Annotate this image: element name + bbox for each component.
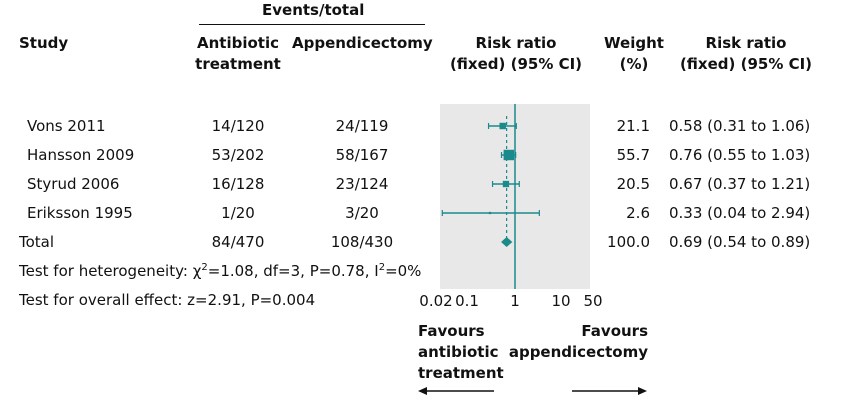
- total-weight: 100.0: [607, 233, 650, 251]
- weight-header-line2: (%): [619, 55, 649, 73]
- left-arrow-head: [418, 387, 427, 395]
- axis-tick-label: 10: [551, 292, 571, 310]
- risk-ratio-value: 0.76 (0.55 to 1.03): [669, 146, 811, 164]
- risk-ratio-value: 0.67 (0.37 to 1.21): [669, 175, 811, 193]
- risk-ratio-ci-header-line1: Risk ratio: [705, 34, 787, 52]
- total-appendicectomy-events: 108/430: [330, 233, 394, 251]
- weight-value: 2.6: [626, 204, 650, 222]
- favours-left-line2: antibiotic: [418, 343, 499, 361]
- study-name: Vons 2011: [27, 117, 106, 135]
- appendicectomy-events: 58/167: [335, 146, 389, 164]
- axis-tick-label: 1: [510, 292, 520, 310]
- total-risk-ratio: 0.69 (0.54 to 0.89): [669, 233, 811, 251]
- axis-tick-label: 0.02: [419, 292, 453, 310]
- study-name: Styrud 2006: [27, 175, 120, 193]
- antibiotic-events: 14/120: [211, 117, 265, 135]
- antibiotic-events: 53/202: [211, 146, 265, 164]
- risk-ratio-value: 0.33 (0.04 to 2.94): [669, 204, 811, 222]
- antibiotic-header-line2: treatment: [195, 55, 281, 73]
- risk-ratio-ci-header-line2: (fixed) (95% CI): [679, 55, 813, 73]
- appendicectomy-header: Appendicectomy: [292, 34, 433, 52]
- risk-ratio-plot-header-line1: Risk ratio: [475, 34, 557, 52]
- appendicectomy-events: 3/20: [345, 204, 379, 222]
- favours-left-line1: Favours: [418, 322, 485, 340]
- favours-right-line2: appendicectomy: [508, 343, 648, 361]
- point-estimate: [488, 211, 492, 215]
- study-header: Study: [19, 34, 69, 52]
- favours-left-line3: treatment: [418, 364, 504, 382]
- antibiotic-events: 16/128: [211, 175, 265, 193]
- appendicectomy-events: 24/119: [335, 117, 389, 135]
- axis-tick-label: 0.1: [455, 292, 479, 310]
- point-estimate: [499, 122, 506, 130]
- weight-value: 20.5: [616, 175, 650, 193]
- events-total-underline: [199, 24, 425, 25]
- point-estimate: [503, 149, 515, 161]
- total-antibiotic-events: 84/470: [211, 233, 265, 251]
- weight-value: 21.1: [616, 117, 650, 135]
- antibiotic-header-line1: Antibiotic: [197, 34, 279, 52]
- overall-effect-test: Test for overall effect: z=2.91, P=0.004: [19, 291, 316, 309]
- study-name: Eriksson 1995: [27, 204, 133, 222]
- weight-value: 55.7: [616, 146, 650, 164]
- appendicectomy-events: 23/124: [335, 175, 389, 193]
- favours-right-line1: Favours: [581, 322, 648, 340]
- heterogeneity-test: Test for heterogeneity: χ2=1.08, df=3, P…: [19, 262, 422, 280]
- antibiotic-events: 1/20: [221, 204, 255, 222]
- axis-tick-label: 50: [583, 292, 603, 310]
- weight-header-line1: Weight: [604, 34, 664, 52]
- point-estimate: [502, 180, 510, 188]
- right-arrow-head: [638, 387, 647, 395]
- risk-ratio-plot-header-line2: (fixed) (95% CI): [449, 55, 583, 73]
- pooled-diamond: [501, 237, 513, 247]
- total-label: Total: [19, 233, 55, 251]
- events-total-header: Events/total: [262, 1, 365, 19]
- risk-ratio-value: 0.58 (0.31 to 1.06): [669, 117, 811, 135]
- study-name: Hansson 2009: [27, 146, 135, 164]
